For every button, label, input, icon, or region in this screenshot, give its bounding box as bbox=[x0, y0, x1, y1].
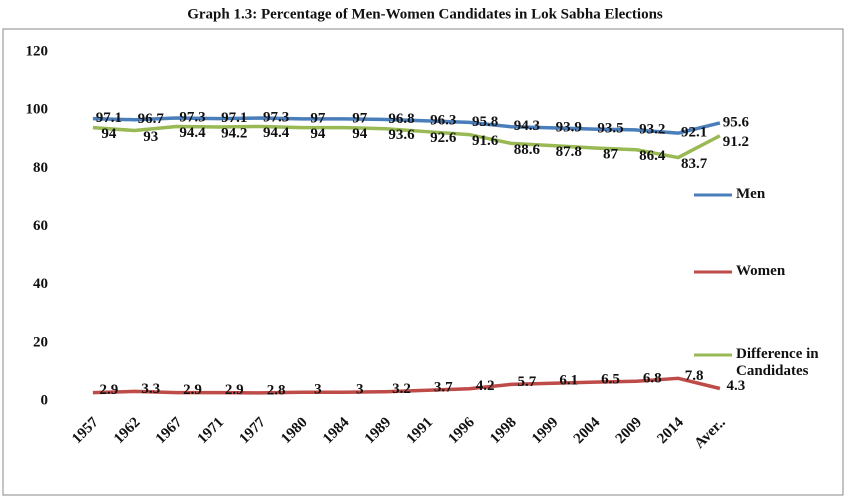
x-tick-label: Aver.. bbox=[691, 414, 728, 451]
data-label: 87 bbox=[603, 146, 619, 162]
x-tick-label: 1991 bbox=[404, 415, 437, 448]
data-label: 6.8 bbox=[643, 371, 662, 387]
data-label: 93.6 bbox=[388, 127, 415, 143]
data-label: 86.4 bbox=[639, 148, 666, 164]
x-tick-label: 1984 bbox=[320, 414, 353, 447]
x-tick-label: 1967 bbox=[153, 414, 186, 447]
data-label: 93.9 bbox=[556, 119, 582, 135]
data-label: 3.3 bbox=[141, 381, 160, 397]
data-label: 92.1 bbox=[681, 125, 707, 141]
y-tick-label: 20 bbox=[33, 334, 48, 350]
data-label: 94 bbox=[310, 126, 326, 142]
data-label: 2.9 bbox=[100, 382, 119, 398]
data-label: 2.9 bbox=[225, 382, 244, 398]
data-label: 93.5 bbox=[597, 121, 623, 137]
x-tick-label: 1957 bbox=[69, 414, 102, 447]
data-label: 96.8 bbox=[388, 111, 414, 127]
data-label: 88.6 bbox=[514, 142, 541, 158]
data-label: 96.7 bbox=[138, 111, 165, 127]
x-tick-label: 2004 bbox=[571, 414, 604, 447]
data-label: 83.7 bbox=[681, 156, 708, 172]
x-tick-label: 1962 bbox=[111, 415, 144, 448]
data-label: 92.6 bbox=[430, 130, 457, 146]
y-tick-label: 0 bbox=[41, 392, 49, 408]
x-tick-label: 1971 bbox=[195, 415, 228, 448]
data-label: 3.2 bbox=[392, 381, 411, 397]
y-tick-label: 80 bbox=[33, 160, 48, 176]
data-label: 97.3 bbox=[263, 109, 289, 125]
chart-title: Graph 1.3: Percentage of Men-Women Candi… bbox=[187, 6, 663, 22]
x-tick-label: 1996 bbox=[445, 414, 478, 447]
x-tick-label: 1999 bbox=[529, 415, 562, 448]
series-line bbox=[92, 124, 721, 160]
data-label: 93.2 bbox=[639, 121, 665, 137]
data-label: 95.6 bbox=[723, 114, 750, 130]
data-label: 94.4 bbox=[179, 125, 206, 141]
legend-label: Men bbox=[736, 186, 766, 202]
x-tick-label: 1977 bbox=[236, 414, 269, 447]
data-label: 4.2 bbox=[476, 378, 495, 394]
data-label: 3.7 bbox=[434, 380, 453, 396]
y-tick-label: 40 bbox=[33, 276, 48, 292]
y-tick-label: 120 bbox=[26, 43, 49, 59]
data-label: 7.8 bbox=[685, 368, 704, 384]
data-label: 94.3 bbox=[514, 118, 540, 134]
data-label: 94 bbox=[352, 126, 368, 142]
data-label: 4.3 bbox=[727, 378, 746, 394]
series-line bbox=[92, 116, 721, 135]
data-label: 5.7 bbox=[518, 374, 537, 390]
data-label: 6.5 bbox=[601, 372, 620, 388]
y-tick-label: 100 bbox=[26, 102, 49, 118]
data-label: 95.8 bbox=[472, 114, 498, 130]
data-label: 2.8 bbox=[267, 382, 286, 398]
data-label: 91.2 bbox=[723, 134, 749, 150]
data-label: 97 bbox=[352, 110, 368, 126]
data-label: 93 bbox=[143, 129, 158, 145]
data-label: 87.8 bbox=[556, 144, 582, 160]
data-label: 6.1 bbox=[559, 373, 578, 389]
data-label: 97.1 bbox=[96, 110, 122, 126]
x-tick-label: 1989 bbox=[362, 415, 395, 448]
y-tick-label: 60 bbox=[33, 218, 48, 234]
data-label: 97.3 bbox=[179, 109, 205, 125]
data-label: 94 bbox=[101, 126, 117, 142]
data-label: 2.9 bbox=[183, 382, 202, 398]
legend-label: Women bbox=[736, 263, 786, 279]
data-label: 94.4 bbox=[263, 125, 290, 141]
data-label: 94.2 bbox=[221, 125, 247, 141]
x-tick-label: 2014 bbox=[654, 414, 687, 447]
data-label: 91.6 bbox=[472, 133, 499, 149]
x-tick-label: 2009 bbox=[613, 415, 646, 448]
chart-border bbox=[2, 28, 844, 496]
legend-label: Difference in Candidates bbox=[736, 346, 819, 379]
data-label: 3 bbox=[356, 382, 364, 398]
data-label: 3 bbox=[314, 382, 322, 398]
data-label: 96.3 bbox=[430, 112, 456, 128]
series-line bbox=[92, 376, 721, 395]
data-label: 97 bbox=[310, 110, 326, 126]
data-label: 97.1 bbox=[221, 110, 247, 126]
x-tick-label: 1980 bbox=[278, 415, 311, 448]
x-tick-label: 1998 bbox=[487, 415, 520, 448]
